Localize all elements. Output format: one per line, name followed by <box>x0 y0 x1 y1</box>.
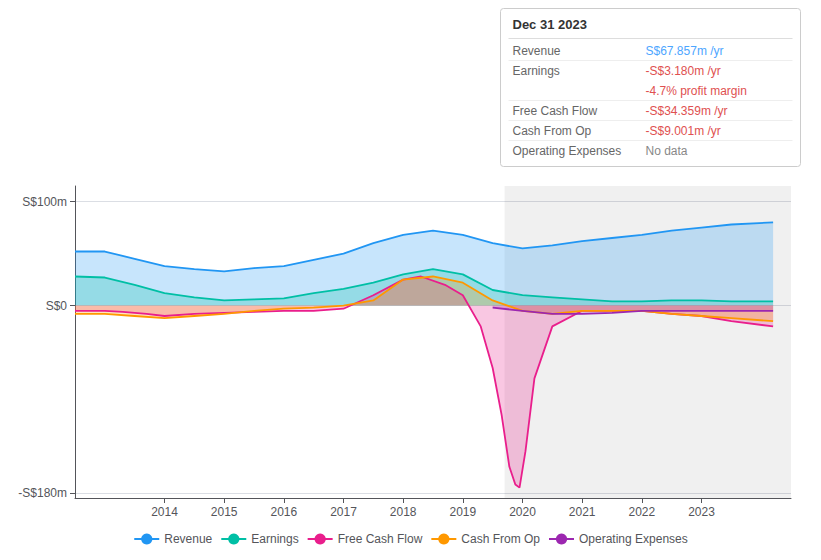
svg-text:Operating Expenses: Operating Expenses <box>513 144 622 158</box>
svg-text:S$0: S$0 <box>46 299 68 313</box>
svg-text:Free Cash Flow: Free Cash Flow <box>338 532 423 546</box>
svg-text:2016: 2016 <box>270 505 297 519</box>
svg-text:-S$3.180m /yr: -S$3.180m /yr <box>646 64 721 78</box>
svg-text:2023: 2023 <box>688 505 715 519</box>
svg-text:No data: No data <box>646 144 688 158</box>
svg-text:-S$9.001m /yr: -S$9.001m /yr <box>646 124 721 138</box>
svg-text:2018: 2018 <box>390 505 417 519</box>
svg-text:Free Cash Flow: Free Cash Flow <box>513 104 598 118</box>
svg-text:2022: 2022 <box>628 505 655 519</box>
svg-text:2019: 2019 <box>449 505 476 519</box>
svg-text:Earnings: Earnings <box>251 532 298 546</box>
svg-text:-4.7% profit margin: -4.7% profit margin <box>646 84 747 98</box>
svg-text:Revenue: Revenue <box>513 44 561 58</box>
svg-text:S$100m: S$100m <box>22 195 67 209</box>
svg-text:-S$180m: -S$180m <box>18 486 67 500</box>
svg-text:2014: 2014 <box>151 505 178 519</box>
svg-text:Revenue: Revenue <box>164 532 212 546</box>
svg-text:Operating Expenses: Operating Expenses <box>579 532 688 546</box>
svg-text:Cash From Op: Cash From Op <box>461 532 540 546</box>
svg-text:2020: 2020 <box>509 505 536 519</box>
svg-text:2015: 2015 <box>211 505 238 519</box>
svg-text:Earnings: Earnings <box>513 64 560 78</box>
svg-text:-S$34.359m /yr: -S$34.359m /yr <box>646 104 728 118</box>
svg-text:2021: 2021 <box>569 505 596 519</box>
svg-text:Dec 31 2023: Dec 31 2023 <box>513 17 587 32</box>
svg-text:2017: 2017 <box>330 505 357 519</box>
svg-text:Cash From Op: Cash From Op <box>513 124 592 138</box>
svg-text:S$67.857m /yr: S$67.857m /yr <box>646 44 724 58</box>
